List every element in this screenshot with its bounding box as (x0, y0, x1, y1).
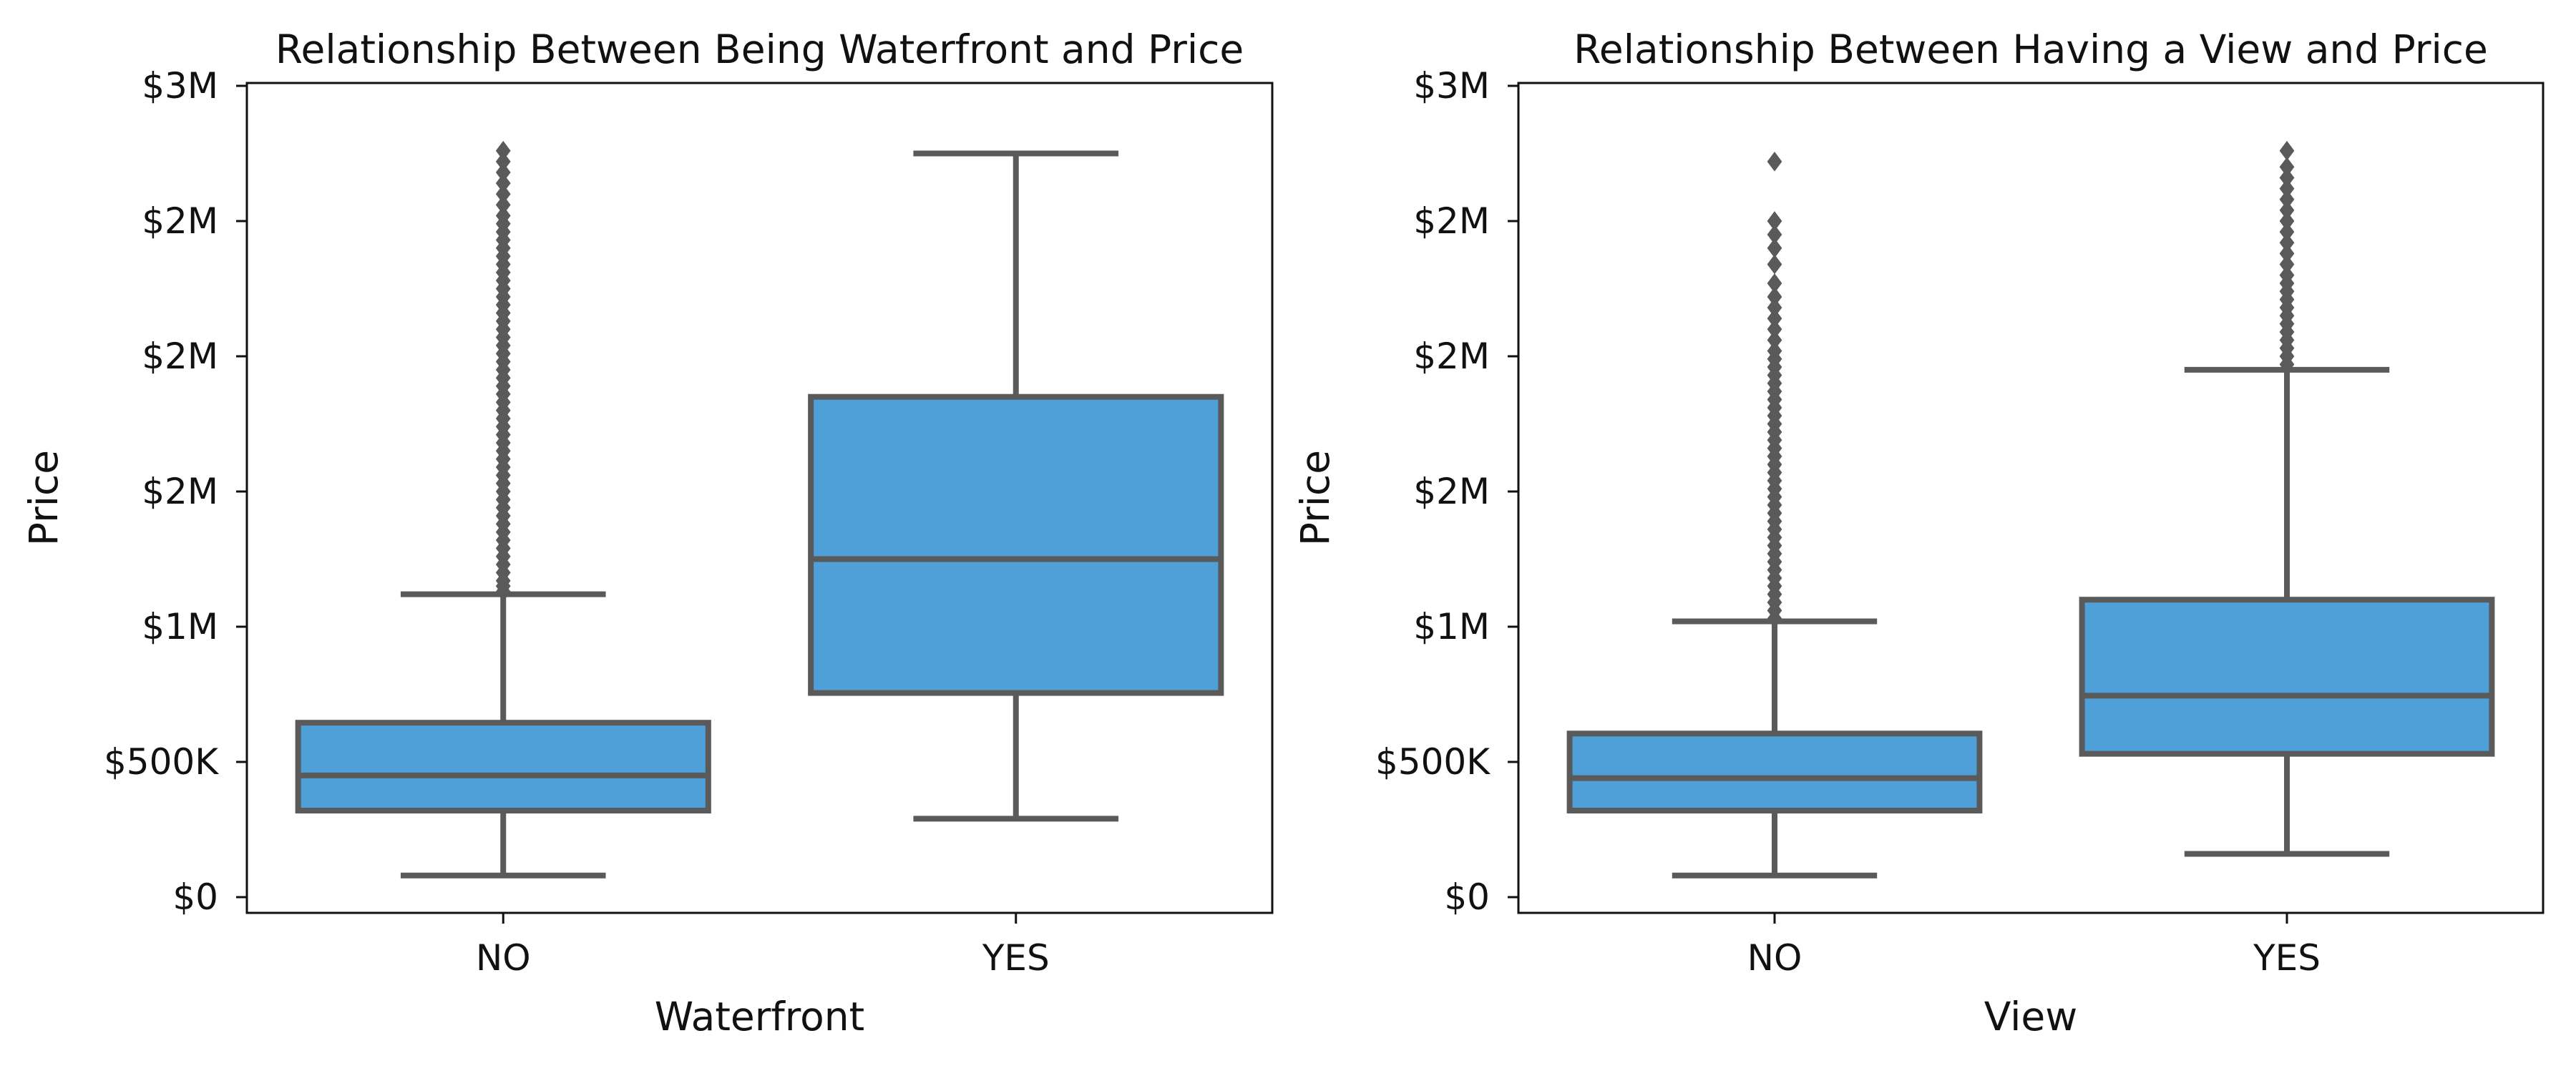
outlier-point (1767, 211, 1782, 231)
x-tick-label: NO (1747, 937, 1802, 979)
x-axis-label: Waterfront (655, 994, 864, 1040)
outlier-point (495, 173, 511, 193)
x-tick-label: YES (2253, 937, 2321, 979)
box-iqr (808, 393, 1224, 696)
y-tick-label: $2M (1413, 336, 1490, 377)
outlier-point (1767, 298, 1782, 318)
outlier-point (2279, 233, 2295, 253)
y-axis-label: Price (1292, 450, 1338, 546)
outlier-point (1767, 308, 1782, 328)
plot-frame (1517, 82, 2545, 914)
outlier-point (1767, 319, 1782, 340)
outlier-point (2279, 189, 2295, 210)
outlier-point (1767, 152, 1782, 172)
y-tick-label: $2M (142, 336, 218, 377)
outlier-point (1767, 254, 1782, 275)
chart-title: Relationship Between Having a View and P… (1574, 26, 2488, 72)
y-tick-label: $2M (142, 471, 218, 512)
plot-frame (245, 82, 1274, 914)
y-axis-label: Price (21, 450, 67, 546)
y-tick-label: $3M (142, 65, 218, 107)
outlier-point (495, 152, 511, 172)
box-iqr (1566, 730, 1983, 814)
outlier-point (495, 184, 511, 205)
outlier-point (2279, 222, 2295, 242)
outlier-point (1767, 330, 1782, 351)
outlier-point (1767, 238, 1782, 258)
y-tick-label: $2M (142, 200, 218, 242)
outlier-point (1767, 287, 1782, 307)
outlier-point (2279, 254, 2295, 275)
outlier-point (2279, 200, 2295, 220)
chart-title: Relationship Between Being Waterfront an… (275, 26, 1244, 72)
outlier-point (1767, 341, 1782, 361)
outlier-point (2279, 265, 2295, 285)
outlier-point (2279, 178, 2295, 199)
box-iqr (295, 720, 711, 814)
outlier-point (2279, 167, 2295, 188)
y-tick-label: $1M (1413, 606, 1490, 647)
y-tick-label: $2M (1413, 200, 1490, 242)
box-iqr (2079, 597, 2495, 757)
outlier-point (2279, 157, 2295, 177)
outlier-point (495, 140, 511, 161)
x-axis-label: View (1984, 994, 2078, 1040)
x-tick-label: YES (982, 937, 1050, 979)
y-tick-label: $2M (1413, 471, 1490, 512)
y-tick-label: $0 (1444, 876, 1490, 918)
y-tick-label: $1M (142, 606, 218, 647)
outlier-point (2279, 211, 2295, 231)
y-tick-label: $500K (104, 741, 219, 783)
y-tick-label: $0 (172, 876, 218, 918)
outlier-point (2279, 140, 2295, 161)
outlier-point (1767, 225, 1782, 245)
outlier-point (495, 195, 511, 215)
y-tick-label: $3M (1413, 65, 1490, 107)
x-tick-label: NO (476, 937, 531, 979)
outlier-point (1767, 273, 1782, 293)
outlier-point (495, 162, 511, 182)
outlier-point (495, 205, 511, 226)
outlier-point (2279, 243, 2295, 264)
y-tick-label: $500K (1375, 741, 1491, 783)
